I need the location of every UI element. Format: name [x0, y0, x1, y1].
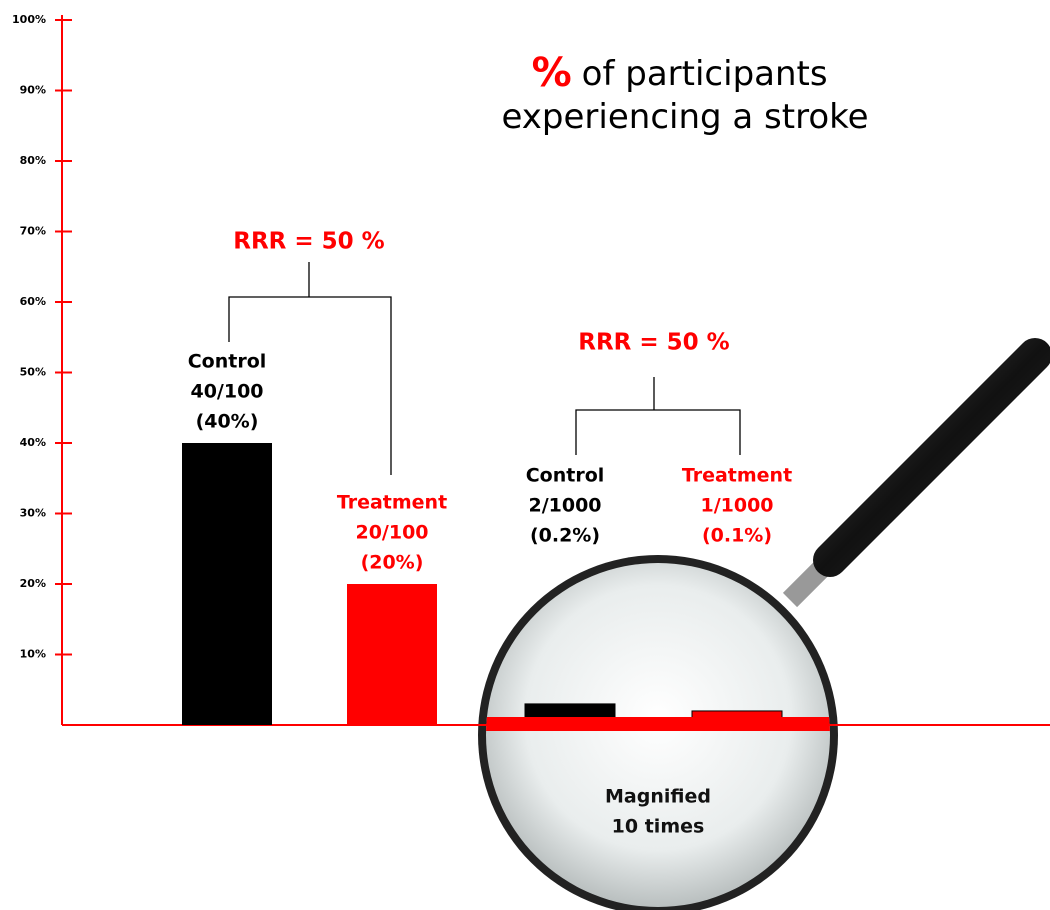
y-tick-label: 80%	[20, 154, 46, 167]
page: {"chart_data": { "type": "bar", "title_m…	[0, 0, 1050, 910]
title-line: of participants	[582, 54, 828, 94]
y-tick-label: 40%	[20, 436, 46, 449]
y-tick-label: 60%	[20, 295, 46, 308]
rrr-label: RRR = 50 %	[578, 330, 729, 356]
magnified-axis	[480, 717, 840, 731]
bar-label: 20/100	[355, 522, 428, 544]
bar	[347, 584, 437, 725]
bar	[182, 443, 272, 725]
y-tick-label: 100%	[12, 13, 46, 26]
bar-label: 2/1000	[528, 495, 601, 517]
y-tick-label: 20%	[20, 577, 46, 590]
bar-label: (40%)	[196, 411, 259, 433]
y-tick-label: 50%	[20, 366, 46, 379]
chart: %of participants experiencing a stroke 1…	[0, 0, 1050, 910]
bar	[692, 711, 782, 718]
handle	[830, 355, 1035, 560]
bar-label: Control	[526, 465, 605, 487]
chart-title: %of participants experiencing a stroke	[501, 50, 868, 137]
title-line: experiencing a stroke	[501, 97, 868, 137]
bar	[525, 704, 615, 718]
title-mark: %	[532, 50, 572, 96]
y-tick-label: 30%	[20, 507, 46, 520]
lens	[486, 563, 830, 907]
magnifier-note: Magnified	[605, 786, 711, 808]
bar-label: 40/100	[190, 381, 263, 403]
rrr-label: RRR = 50 %	[233, 229, 384, 255]
y-tick-label: 10%	[20, 648, 46, 661]
bracket	[576, 377, 740, 455]
bar-label: (20%)	[361, 552, 424, 574]
bar-label: Treatment	[337, 492, 447, 514]
y-tick-label: 90%	[20, 84, 46, 97]
bar-label: 1/1000	[700, 495, 773, 517]
magnifier-note: 10 times	[612, 816, 705, 838]
bar-label: Treatment	[682, 465, 792, 487]
bar-label: (0.2%)	[530, 525, 600, 547]
bar-label: (0.1%)	[702, 525, 772, 547]
y-tick-label: 70%	[20, 225, 46, 238]
bar-label: Control	[188, 351, 267, 373]
